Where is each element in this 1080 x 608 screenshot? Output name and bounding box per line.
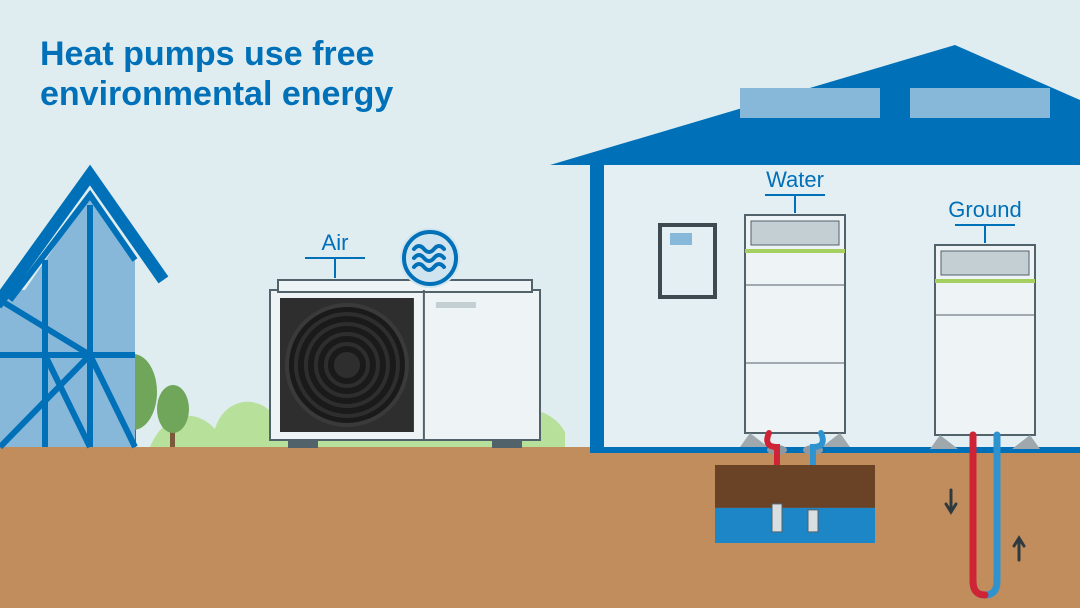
submersible-pump bbox=[772, 504, 782, 532]
ground-label: Ground bbox=[948, 197, 1021, 222]
air-unit-foot bbox=[288, 440, 318, 448]
air-label: Air bbox=[322, 230, 349, 255]
indoor-unit-accent bbox=[745, 249, 845, 253]
indoor-unit-accent bbox=[935, 279, 1035, 283]
return-inlet bbox=[808, 510, 818, 532]
air-unit-foot bbox=[492, 440, 522, 448]
well-water bbox=[715, 508, 875, 543]
indoor-unit-panel bbox=[941, 251, 1029, 275]
tree-foliage bbox=[157, 385, 189, 433]
skylight bbox=[910, 88, 1050, 118]
skylight bbox=[740, 88, 880, 118]
air-badge bbox=[400, 228, 460, 288]
house-wall bbox=[590, 165, 604, 447]
air-unit-lid bbox=[278, 280, 532, 292]
heat-pump-infographic: Heat pumps use freeenvironmental energyA… bbox=[0, 0, 1080, 608]
water-label: Water bbox=[766, 167, 824, 192]
ground-earth bbox=[0, 447, 1080, 608]
indoor-unit-body bbox=[745, 215, 845, 433]
house-floor-line bbox=[590, 447, 1080, 453]
indoor-unit-panel bbox=[751, 221, 839, 245]
well-earth bbox=[715, 465, 875, 508]
wall-picture-art bbox=[670, 233, 692, 245]
